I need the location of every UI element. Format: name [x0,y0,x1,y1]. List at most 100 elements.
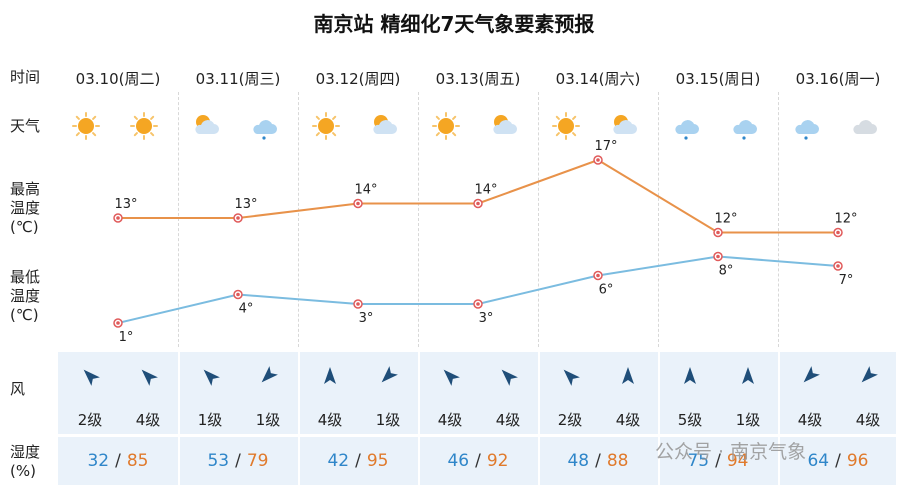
high-label-line-2: 温度 [10,199,41,217]
wind-grade-label: 1级 [255,411,281,429]
wind-arrow-icon [136,364,160,388]
high-temp-data-label: 12° [714,212,737,227]
high-label-line-1: 最高 [10,180,41,198]
wind-grade-label: 2级 [557,411,583,429]
high-temp-point-core [836,230,840,235]
wind-arrow-icon [678,364,702,388]
sunny-icon [552,112,580,140]
light-rain-icon [250,112,278,140]
humidity-high: 94 [726,451,749,471]
wind-grade-label: 4级 [135,411,161,429]
wind-grade-label: 1级 [375,411,401,429]
wind-grade-label: 1级 [735,411,761,429]
high-label-line-3: (℃) [10,218,39,236]
humidity-high: 92 [486,451,509,471]
column-divider [778,92,779,347]
wind-arrow-icon [856,364,880,388]
high-temp-data-label: 12° [834,212,857,227]
wind-grade-label: 4级 [317,411,343,429]
humidity-band [58,437,896,485]
humidity-low: 53 [207,451,230,471]
column-divider [658,92,659,347]
humidity-separator: / [235,451,241,471]
low-temp-point-core [596,273,600,278]
humidity-high: 96 [846,451,869,471]
wind-grade-label: 1级 [197,411,223,429]
page-title: 南京站 精细化7天气象要素预报 [313,12,595,36]
humidity-high: 79 [246,451,269,471]
high-temp-point-core [356,201,360,206]
sunny-icon [432,112,460,140]
wind-arrow-icon [198,364,222,388]
partly-cloudy-icon [192,112,220,140]
humidity-value: 32/85 [58,451,178,471]
humidity-low: 42 [327,451,350,471]
high-temp-row-label: 最高 温度 (℃) [10,180,40,237]
low-temp-point-core [356,302,360,306]
high-temp-point-core [476,201,480,206]
column-divider [418,92,419,347]
humidity-separator: / [595,451,601,471]
humidity-band-separator [658,437,660,485]
weather-row-label: 天气 [10,117,41,135]
humidity-separator: / [715,451,721,471]
wind-arrow-icon [798,364,822,388]
column-divider [178,92,179,347]
humidity-separator: / [835,451,841,471]
wind-grade-label: 2级 [77,411,103,429]
wind-grade-label: 4级 [615,411,641,429]
watermark: 公众号 · 南京气象 [655,441,807,463]
humidity-high: 95 [366,451,389,471]
low-temp-data-label: 3° [479,311,494,326]
low-label-line-3: (℃) [10,306,39,324]
sunny-icon [312,112,340,140]
wind-band-separator [778,352,780,434]
wind-grade-label: 5级 [677,411,703,429]
partly-cloudy-icon [610,112,638,140]
humidity-label-line-1: 湿度 [10,443,41,461]
humidity-high: 85 [126,451,149,471]
low-temp-point-core [716,254,720,259]
sunny-icon [72,112,100,140]
light-rain-icon [672,112,700,140]
light-rain-icon [730,112,758,140]
date-label: 03.11(周三) [195,70,281,88]
low-temp-data-label: 4° [239,302,254,317]
wind-grade-label: 4级 [437,411,463,429]
low-temp-data-label: 3° [359,311,374,326]
wind-arrow-icon [256,364,280,388]
humidity-label-line-2: (%) [10,462,36,480]
low-temp-point-core [236,292,240,297]
wind-arrow-icon [78,364,102,388]
wind-band-separator [178,352,180,434]
wind-band-separator [538,352,540,434]
low-temp-data-label: 7° [839,273,854,288]
low-temp-row-label: 最低 温度 (℃) [10,268,40,325]
date-label: 03.14(周六) [555,70,641,88]
humidity-low: 64 [807,451,830,471]
humidity-value: 64/96 [778,451,898,471]
low-temp-point-core [116,321,120,325]
humidity-band-separator [418,437,420,485]
humidity-value: 42/95 [298,451,418,471]
wind-grade-label: 4级 [797,411,823,429]
light-rain-icon [792,112,820,140]
humidity-separator: / [475,451,481,471]
wind-arrow-icon [616,364,640,388]
wind-grade-label: 4级 [495,411,521,429]
humidity-separator: / [115,451,121,471]
wind-band-separator [298,352,300,434]
humidity-value: 53/79 [178,451,298,471]
wind-band-separator [658,352,660,434]
humidity-value: 46/92 [418,451,538,471]
high-temp-data-label: 14° [474,183,497,198]
partly-cloudy-icon [490,112,518,140]
low-temp-point-core [836,264,840,268]
low-temp-data-label: 6° [599,283,614,298]
high-temp-data-label: 14° [354,183,377,198]
humidity-separator: / [355,451,361,471]
column-divider [538,92,539,347]
humidity-low: 32 [87,451,110,471]
wind-arrow-icon [558,364,582,388]
